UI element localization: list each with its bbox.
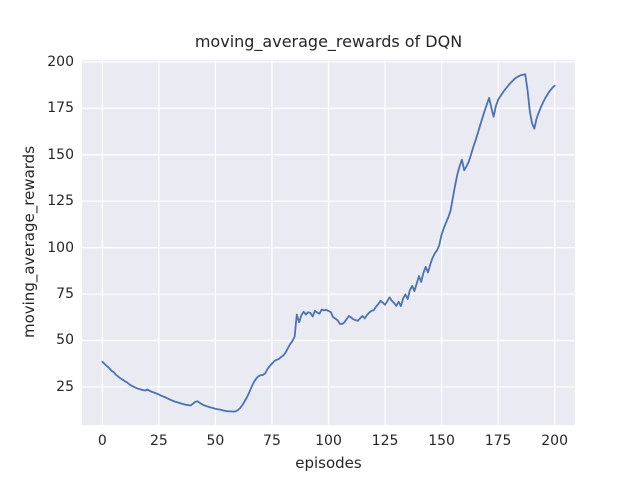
x-tick-label: 75	[263, 433, 281, 449]
y-tick-label: 200	[47, 53, 74, 70]
x-tick-label: 50	[206, 433, 225, 449]
y-tick-label: 125	[47, 193, 74, 210]
y-tick-label: 100	[47, 239, 74, 256]
x-tick-label: 100	[315, 433, 342, 449]
y-tick-label: 175	[47, 100, 74, 117]
x-tick-label: 0	[97, 433, 107, 449]
x-tick-label: 200	[541, 433, 569, 449]
x-axis-label: episodes	[295, 454, 362, 472]
y-axis-label: moving_average_rewards	[20, 145, 38, 339]
y-tick-label: 75	[56, 286, 74, 303]
y-tick-label: 150	[47, 146, 74, 163]
x-tick-label: 150	[428, 433, 455, 449]
y-tick-label: 25	[56, 378, 74, 395]
x-tick-label: 175	[484, 433, 512, 449]
y-tick-label: 50	[56, 332, 74, 349]
x-tick-label: 125	[371, 433, 399, 449]
chart-title: moving_average_rewards of DQN	[194, 32, 463, 51]
line-series	[101, 73, 556, 413]
x-tick-label: 25	[149, 433, 168, 449]
